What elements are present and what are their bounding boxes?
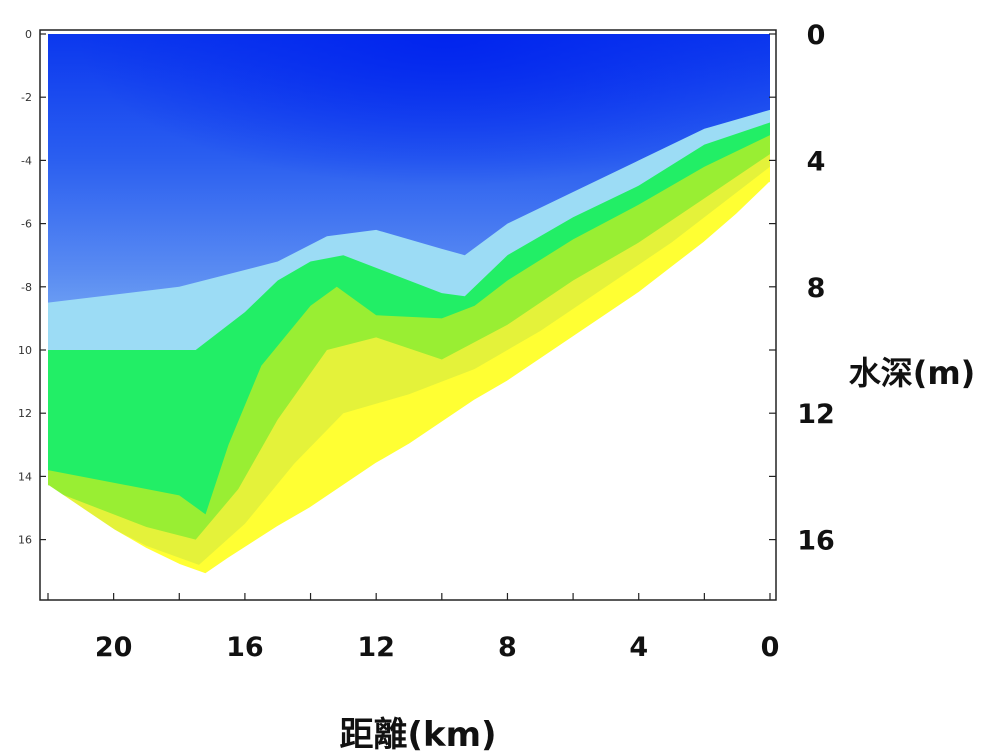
bottom-tick-label: 4 (629, 632, 648, 663)
left-tick-label: 16 (18, 534, 32, 547)
right-tick-label: 12 (797, 399, 835, 430)
left-tick-label: -8 (21, 281, 32, 294)
bottom-tick-label: 20 (95, 632, 133, 663)
left-tick-label: 14 (18, 470, 32, 483)
left-tick-label: 12 (18, 407, 32, 420)
x-axis-title: 距離(km) (339, 715, 496, 755)
distance-axis: 20 16 12 8 4 0 (47, 593, 780, 663)
right-tick-label: 0 (807, 20, 826, 51)
bottom-tick-label: 0 (761, 632, 780, 663)
left-tick-label: -2 (21, 91, 32, 104)
right-tick-label: 16 (797, 526, 835, 557)
left-depth-axis: 0 -2 -4 -6 -8 10 12 14 16 (18, 28, 46, 547)
left-tick-label: -6 (21, 218, 32, 231)
y-axis-title: 水深(m) (849, 354, 976, 392)
bottom-tick-label: 16 (226, 632, 264, 663)
right-tick-label: 8 (807, 273, 826, 304)
bottom-tick-label: 8 (498, 632, 517, 663)
left-tick-label: -4 (21, 154, 32, 167)
left-tick-label: 10 (18, 344, 32, 357)
seafloor-outline (47, 181, 771, 576)
right-tick-label: 4 (807, 146, 826, 177)
bottom-tick-label: 12 (357, 632, 395, 663)
left-tick-label: 0 (25, 28, 32, 41)
right-depth-axis: 0 4 8 12 16 (769, 20, 835, 557)
